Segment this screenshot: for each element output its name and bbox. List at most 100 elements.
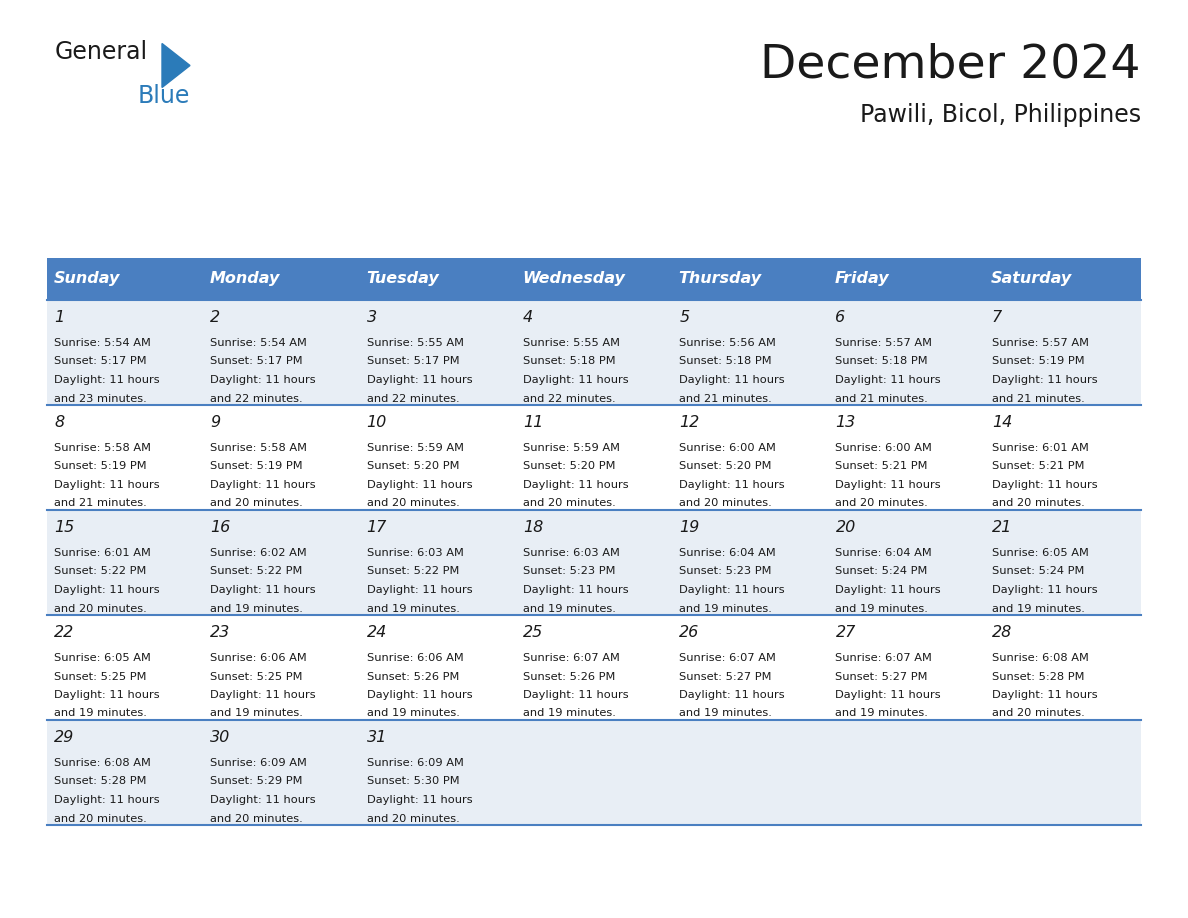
Text: 12: 12 bbox=[680, 415, 700, 430]
Text: Daylight: 11 hours: Daylight: 11 hours bbox=[53, 585, 159, 595]
Text: and 19 minutes.: and 19 minutes. bbox=[680, 603, 772, 613]
Text: Sunrise: 6:03 AM: Sunrise: 6:03 AM bbox=[523, 548, 620, 558]
Text: 19: 19 bbox=[680, 520, 700, 535]
Text: and 20 minutes.: and 20 minutes. bbox=[53, 603, 147, 613]
Text: 10: 10 bbox=[367, 415, 387, 430]
Text: Daylight: 11 hours: Daylight: 11 hours bbox=[835, 375, 941, 385]
Text: and 20 minutes.: and 20 minutes. bbox=[210, 813, 303, 823]
Text: Sunset: 5:28 PM: Sunset: 5:28 PM bbox=[53, 777, 146, 787]
Text: and 19 minutes.: and 19 minutes. bbox=[992, 603, 1085, 613]
Text: Wednesday: Wednesday bbox=[522, 272, 625, 286]
Text: Daylight: 11 hours: Daylight: 11 hours bbox=[680, 480, 785, 490]
Text: and 20 minutes.: and 20 minutes. bbox=[210, 498, 303, 509]
Text: Sunrise: 6:06 AM: Sunrise: 6:06 AM bbox=[367, 653, 463, 663]
Text: and 19 minutes.: and 19 minutes. bbox=[367, 709, 460, 719]
Text: and 20 minutes.: and 20 minutes. bbox=[680, 498, 772, 509]
Text: and 22 minutes.: and 22 minutes. bbox=[210, 394, 303, 404]
Text: Sunset: 5:20 PM: Sunset: 5:20 PM bbox=[680, 462, 772, 472]
Text: Sunset: 5:18 PM: Sunset: 5:18 PM bbox=[680, 356, 772, 366]
Text: Sunrise: 6:08 AM: Sunrise: 6:08 AM bbox=[53, 758, 151, 768]
Text: Sunset: 5:17 PM: Sunset: 5:17 PM bbox=[210, 356, 303, 366]
Text: Daylight: 11 hours: Daylight: 11 hours bbox=[992, 585, 1098, 595]
Bar bbox=[48, 720, 1140, 825]
Text: Sunrise: 5:58 AM: Sunrise: 5:58 AM bbox=[210, 443, 308, 453]
Text: and 20 minutes.: and 20 minutes. bbox=[835, 498, 928, 509]
Text: Daylight: 11 hours: Daylight: 11 hours bbox=[523, 690, 628, 700]
Text: Daylight: 11 hours: Daylight: 11 hours bbox=[835, 690, 941, 700]
Text: Sunrise: 6:00 AM: Sunrise: 6:00 AM bbox=[835, 443, 933, 453]
Text: Sunset: 5:22 PM: Sunset: 5:22 PM bbox=[210, 566, 303, 577]
Text: 9: 9 bbox=[210, 415, 221, 430]
Text: Sunrise: 6:07 AM: Sunrise: 6:07 AM bbox=[523, 653, 620, 663]
Text: Daylight: 11 hours: Daylight: 11 hours bbox=[53, 480, 159, 490]
Text: and 22 minutes.: and 22 minutes. bbox=[523, 394, 615, 404]
Text: Sunrise: 6:00 AM: Sunrise: 6:00 AM bbox=[680, 443, 776, 453]
Text: Sunset: 5:20 PM: Sunset: 5:20 PM bbox=[367, 462, 459, 472]
Text: Daylight: 11 hours: Daylight: 11 hours bbox=[53, 375, 159, 385]
Text: Friday: Friday bbox=[835, 272, 890, 286]
Text: Daylight: 11 hours: Daylight: 11 hours bbox=[367, 585, 472, 595]
Text: Daylight: 11 hours: Daylight: 11 hours bbox=[210, 690, 316, 700]
Text: Daylight: 11 hours: Daylight: 11 hours bbox=[992, 375, 1098, 385]
Text: Sunrise: 6:01 AM: Sunrise: 6:01 AM bbox=[53, 548, 151, 558]
Text: 1: 1 bbox=[53, 310, 64, 325]
Text: 15: 15 bbox=[53, 520, 75, 535]
Text: 18: 18 bbox=[523, 520, 543, 535]
Text: Sunset: 5:21 PM: Sunset: 5:21 PM bbox=[835, 462, 928, 472]
Text: Sunrise: 6:03 AM: Sunrise: 6:03 AM bbox=[367, 548, 463, 558]
Text: 14: 14 bbox=[992, 415, 1012, 430]
Text: Daylight: 11 hours: Daylight: 11 hours bbox=[835, 585, 941, 595]
Text: Sunset: 5:22 PM: Sunset: 5:22 PM bbox=[367, 566, 459, 577]
Text: and 21 minutes.: and 21 minutes. bbox=[992, 394, 1085, 404]
Text: Daylight: 11 hours: Daylight: 11 hours bbox=[523, 375, 628, 385]
Text: Saturday: Saturday bbox=[991, 272, 1073, 286]
Text: Sunset: 5:24 PM: Sunset: 5:24 PM bbox=[835, 566, 928, 577]
Text: Sunrise: 6:01 AM: Sunrise: 6:01 AM bbox=[992, 443, 1088, 453]
Text: 20: 20 bbox=[835, 520, 855, 535]
Text: Daylight: 11 hours: Daylight: 11 hours bbox=[680, 585, 785, 595]
Text: and 22 minutes.: and 22 minutes. bbox=[367, 394, 460, 404]
Text: Sunrise: 5:54 AM: Sunrise: 5:54 AM bbox=[210, 338, 308, 348]
Text: Sunrise: 6:09 AM: Sunrise: 6:09 AM bbox=[210, 758, 308, 768]
Text: 24: 24 bbox=[367, 625, 387, 640]
Text: and 21 minutes.: and 21 minutes. bbox=[680, 394, 772, 404]
Text: Sunrise: 5:56 AM: Sunrise: 5:56 AM bbox=[680, 338, 776, 348]
Text: Daylight: 11 hours: Daylight: 11 hours bbox=[367, 795, 472, 805]
Text: Sunrise: 6:05 AM: Sunrise: 6:05 AM bbox=[53, 653, 151, 663]
Text: Sunset: 5:29 PM: Sunset: 5:29 PM bbox=[210, 777, 303, 787]
Bar bbox=[48, 615, 1140, 720]
Text: Sunrise: 5:57 AM: Sunrise: 5:57 AM bbox=[992, 338, 1088, 348]
Text: 11: 11 bbox=[523, 415, 543, 430]
Text: Sunset: 5:18 PM: Sunset: 5:18 PM bbox=[835, 356, 928, 366]
Text: 23: 23 bbox=[210, 625, 230, 640]
Text: Sunrise: 6:08 AM: Sunrise: 6:08 AM bbox=[992, 653, 1088, 663]
Polygon shape bbox=[162, 43, 190, 87]
Text: Sunrise: 6:02 AM: Sunrise: 6:02 AM bbox=[210, 548, 307, 558]
Text: Sunrise: 6:07 AM: Sunrise: 6:07 AM bbox=[680, 653, 776, 663]
Text: Sunset: 5:27 PM: Sunset: 5:27 PM bbox=[680, 671, 772, 681]
Text: 6: 6 bbox=[835, 310, 846, 325]
Text: Daylight: 11 hours: Daylight: 11 hours bbox=[210, 585, 316, 595]
Text: and 20 minutes.: and 20 minutes. bbox=[367, 813, 460, 823]
Text: 7: 7 bbox=[992, 310, 1001, 325]
Text: 3: 3 bbox=[367, 310, 377, 325]
Text: 30: 30 bbox=[210, 730, 230, 745]
Text: Sunset: 5:24 PM: Sunset: 5:24 PM bbox=[992, 566, 1085, 577]
Text: Sunset: 5:28 PM: Sunset: 5:28 PM bbox=[992, 671, 1085, 681]
Text: Sunrise: 6:05 AM: Sunrise: 6:05 AM bbox=[992, 548, 1088, 558]
Text: and 19 minutes.: and 19 minutes. bbox=[680, 709, 772, 719]
Text: Daylight: 11 hours: Daylight: 11 hours bbox=[835, 480, 941, 490]
Text: Daylight: 11 hours: Daylight: 11 hours bbox=[367, 690, 472, 700]
Text: Daylight: 11 hours: Daylight: 11 hours bbox=[210, 480, 316, 490]
Text: and 20 minutes.: and 20 minutes. bbox=[367, 498, 460, 509]
Text: Sunset: 5:26 PM: Sunset: 5:26 PM bbox=[367, 671, 459, 681]
Text: 17: 17 bbox=[367, 520, 387, 535]
Text: and 21 minutes.: and 21 minutes. bbox=[835, 394, 928, 404]
Text: Daylight: 11 hours: Daylight: 11 hours bbox=[367, 375, 472, 385]
Text: and 19 minutes.: and 19 minutes. bbox=[523, 709, 615, 719]
Text: Daylight: 11 hours: Daylight: 11 hours bbox=[53, 795, 159, 805]
Text: 8: 8 bbox=[53, 415, 64, 430]
Text: Sunset: 5:19 PM: Sunset: 5:19 PM bbox=[992, 356, 1085, 366]
Text: Sunset: 5:22 PM: Sunset: 5:22 PM bbox=[53, 566, 146, 577]
Text: and 19 minutes.: and 19 minutes. bbox=[210, 709, 303, 719]
